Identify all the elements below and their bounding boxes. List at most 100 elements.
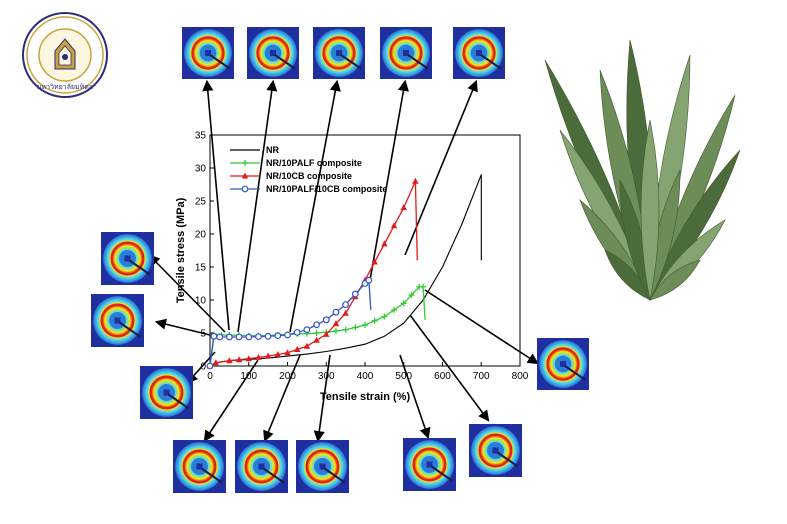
arrow	[154, 318, 211, 336]
data-point	[381, 240, 388, 247]
data-point	[420, 283, 427, 290]
waxs-pattern-icon	[380, 27, 432, 79]
data-point	[412, 177, 419, 184]
data-point	[212, 359, 220, 366]
data-point	[332, 308, 340, 316]
arrow	[409, 314, 490, 422]
data-point	[371, 317, 378, 324]
waxs-pattern-icon	[453, 27, 505, 79]
y-tick-label: 30	[195, 164, 207, 175]
data-point	[245, 355, 252, 362]
data-point	[284, 331, 291, 339]
x-axis-label: Tensile strain (%)	[320, 391, 411, 403]
x-tick-label: 0	[207, 371, 213, 382]
data-point	[400, 204, 407, 211]
data-point	[322, 316, 330, 324]
y-tick-label: 5	[200, 329, 206, 340]
data-point	[381, 313, 388, 320]
data-point	[332, 328, 339, 335]
x-tick-label: 500	[395, 371, 412, 382]
data-point	[342, 301, 350, 309]
data-point	[210, 332, 218, 340]
data-point	[365, 276, 373, 284]
data-point	[362, 322, 368, 329]
data-point	[390, 222, 398, 229]
x-tick-label: 700	[473, 371, 490, 382]
y-axis-label: Tensile stress (MPa)	[175, 197, 187, 303]
data-point	[274, 332, 282, 340]
pineapple-crown-illustration	[544, 39, 741, 302]
data-point	[264, 352, 272, 359]
data-point	[255, 353, 262, 360]
arrow	[404, 79, 478, 256]
y-tick-label: 15	[195, 263, 207, 274]
y-axis-ticks: 0 5 10 15 20 25 30 35	[195, 131, 214, 373]
waxs-pattern-icon	[91, 294, 144, 347]
arrow	[263, 354, 301, 443]
data-point	[323, 330, 330, 337]
series-line	[209, 278, 372, 367]
data-point	[274, 350, 282, 357]
waxs-pattern-icon	[101, 232, 154, 285]
x-tick-label: 600	[434, 371, 451, 382]
x-axis-ticks: 0 100 200 300 400 500 600 700 800	[207, 362, 529, 382]
arrow	[369, 79, 409, 281]
data-point	[255, 333, 262, 341]
seal-caption: มหาวิทยาลัยมหิดล	[37, 83, 93, 91]
waxs-pattern-icon	[296, 440, 349, 493]
university-seal-logo: มหาวิทยาลัยมหิดล	[22, 12, 108, 98]
y-tick-label: 10	[195, 296, 207, 307]
pineapple-leaf	[640, 119, 660, 301]
waxs-pattern-icon	[537, 338, 589, 390]
data-point	[332, 320, 340, 327]
data-point	[264, 332, 272, 340]
data-point	[313, 321, 320, 329]
legend-label: NR/10PALF/10CB composite	[266, 184, 387, 194]
annotation-arrows	[148, 79, 539, 443]
data-point	[351, 290, 359, 298]
arrow	[203, 359, 259, 442]
arrow	[313, 354, 331, 443]
data-point	[241, 172, 249, 179]
data-point	[342, 326, 349, 333]
x-tick-label: 100	[240, 371, 257, 382]
y-tick-label: 0	[200, 362, 206, 373]
data-point	[235, 356, 243, 363]
plot-frame	[209, 134, 521, 367]
arrow	[148, 254, 226, 333]
y-tick-label: 35	[195, 131, 207, 142]
arrow	[399, 354, 431, 440]
data-point	[313, 336, 320, 343]
data-point	[371, 258, 378, 265]
data-point	[408, 292, 415, 299]
data-point	[226, 357, 233, 364]
series-nr-10cb-composite	[206, 177, 419, 369]
legend-label: NR/10CB composite	[266, 171, 352, 181]
pineapple-leaf	[649, 259, 701, 301]
x-tick-label: 200	[279, 371, 296, 382]
waxs-pattern-icon	[235, 440, 288, 493]
series-nr-10palf-10cb-composite	[206, 276, 373, 370]
y-tick-label: 20	[195, 230, 207, 241]
waxs-pattern-icon	[313, 27, 365, 79]
waxs-pattern-icon	[182, 27, 234, 79]
waxs-pattern-icon	[469, 424, 522, 477]
x-tick-label: 300	[318, 371, 335, 382]
legend-label: NR	[266, 145, 279, 155]
data-point	[303, 326, 311, 334]
arrow	[424, 289, 539, 365]
data-point	[284, 349, 291, 356]
waxs-pattern-icon	[173, 440, 226, 493]
data-point	[391, 306, 398, 313]
chart-series	[206, 174, 482, 370]
data-point	[293, 346, 301, 352]
waxs-patterns	[91, 27, 589, 493]
data-point	[241, 185, 249, 193]
stress-strain-chart: 0 5 10 15 20 25 30 35 0 100 200 300 400 500 600 700 800…	[175, 131, 529, 404]
data-point	[303, 342, 311, 349]
y-tick-label: 25	[195, 197, 207, 208]
data-point	[400, 300, 407, 307]
waxs-pattern-icon	[140, 366, 193, 419]
arrow	[202, 79, 230, 331]
